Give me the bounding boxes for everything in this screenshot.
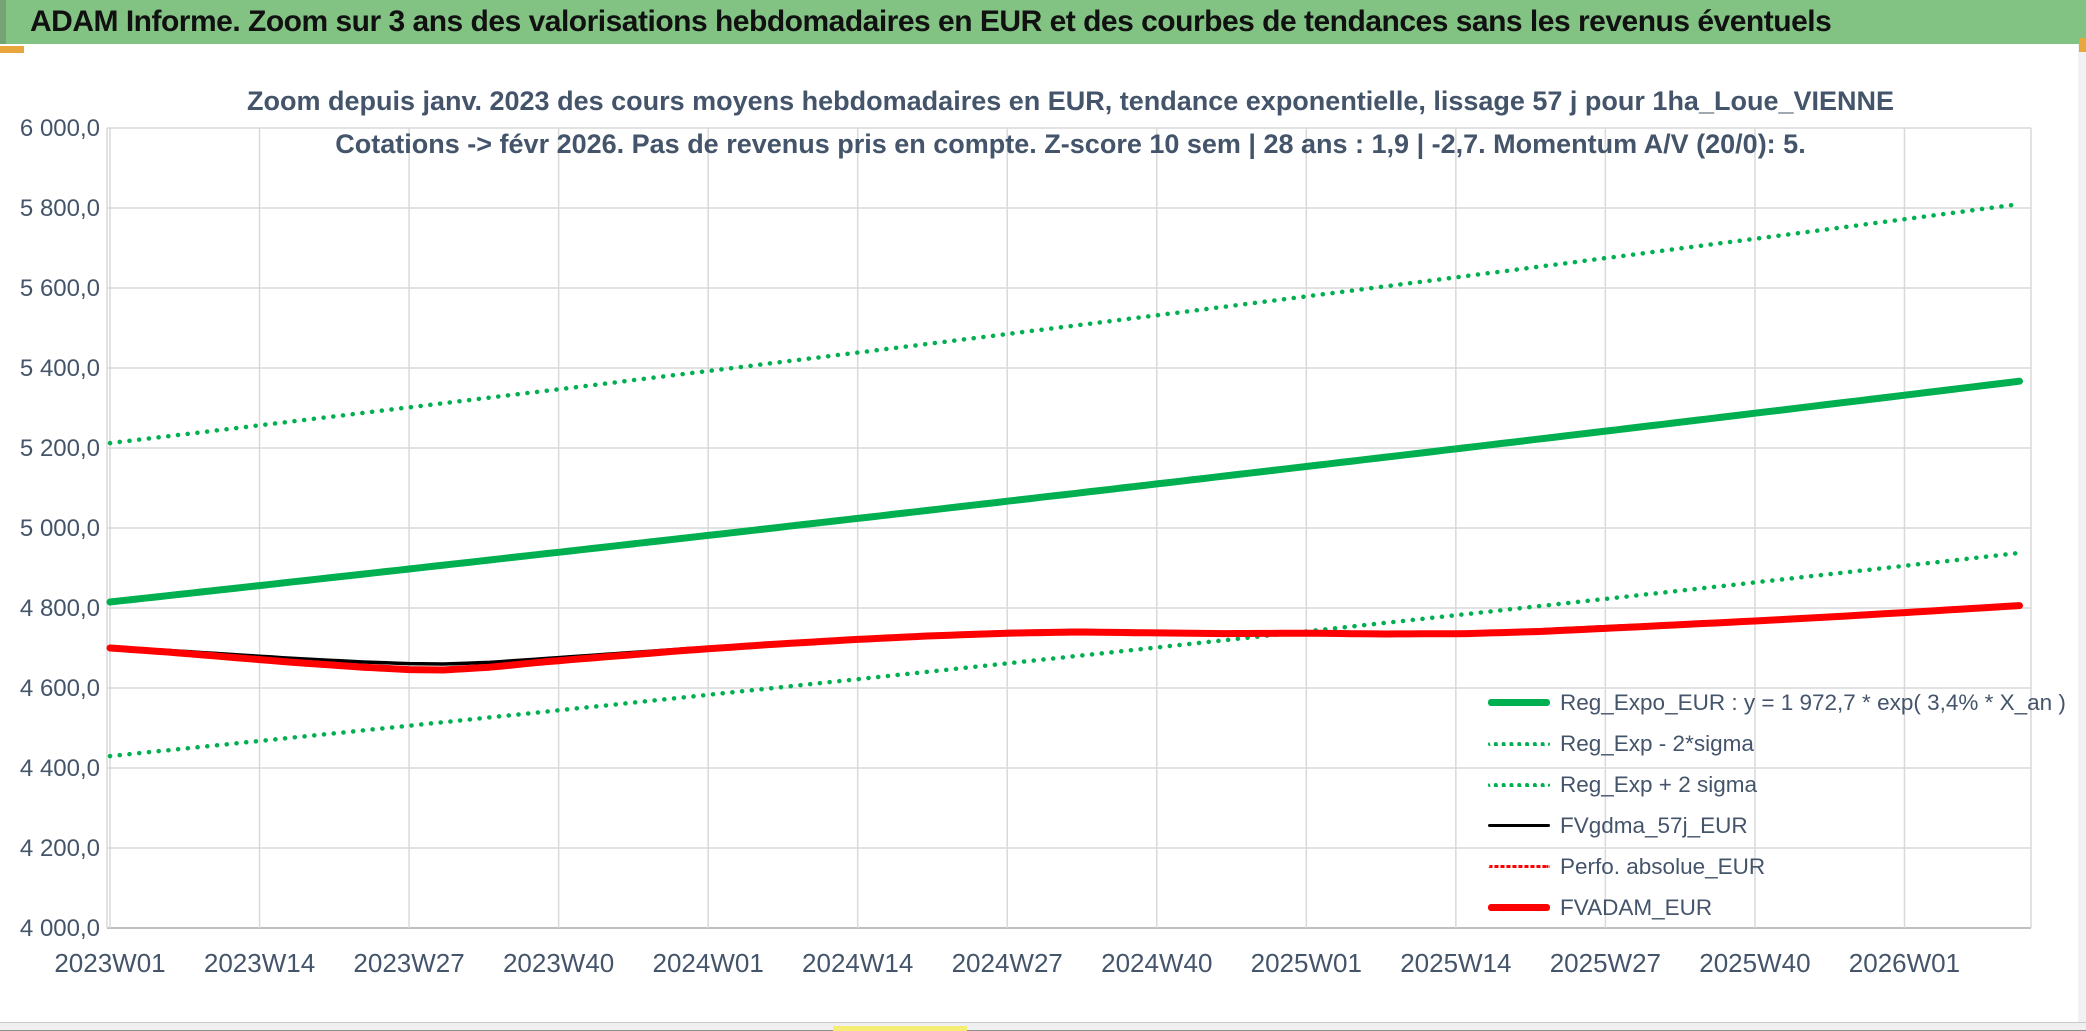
- legend-item-minus-2-sigma[interactable]: Reg_Exp - 2*sigma: [1488, 723, 2066, 764]
- chart-title-line2: Cotations -> févr 2026. Pas de revenus p…: [335, 129, 1806, 159]
- x-tick-label: 2024W27: [951, 948, 1063, 978]
- legend-swatch-red-solid-line: [1488, 904, 1550, 911]
- x-tick-label: 2024W40: [1101, 948, 1213, 978]
- legend-item-plus-2-sigma[interactable]: Reg_Exp + 2 sigma: [1488, 764, 2066, 805]
- legend-item-fvadam[interactable]: FVADAM_EUR: [1488, 887, 2066, 928]
- legend-label: Reg_Expo_EUR : y = 1 972,7 * exp( 3,4% *…: [1560, 689, 2066, 715]
- x-tick-label: 2024W14: [802, 948, 914, 978]
- series-line-4: [108, 604, 2021, 672]
- x-tick-label: 2023W40: [502, 948, 615, 978]
- legend-label: Reg_Exp - 2*sigma: [1560, 730, 1754, 756]
- x-tick-label: 2023W27: [353, 948, 465, 978]
- gold-marker-top-right: [2079, 38, 2086, 52]
- x-tick-label: 2025W01: [1250, 948, 1362, 978]
- x-tick-label: 2025W27: [1549, 948, 1662, 978]
- legend-label: FVADAM_EUR: [1560, 894, 1713, 920]
- legend-label: Perfo. absolue_EUR: [1560, 853, 1766, 879]
- y-tick-label: 5 400,0: [19, 355, 100, 382]
- gold-marker-top-left: [0, 46, 24, 53]
- y-tick-label: 5 600,0: [19, 275, 100, 302]
- series-line-5: [106, 602, 2023, 674]
- y-tick-label: 5 800,0: [19, 195, 100, 222]
- titlebar-left-notch: [0, 0, 6, 44]
- bottom-strip: [0, 1022, 2086, 1031]
- y-tick-label: 4 000,0: [19, 915, 100, 942]
- x-tick-label: 2024W01: [652, 948, 764, 978]
- y-tick-label: 4 200,0: [19, 835, 100, 862]
- y-tick-label: 4 600,0: [19, 675, 100, 702]
- chart-background: [0, 44, 2078, 1023]
- y-tick-label: 5 000,0: [19, 515, 100, 542]
- legend[interactable]: Reg_Expo_EUR : y = 1 972,7 * exp( 3,4% *…: [1488, 682, 2066, 928]
- x-tick-label: 2025W40: [1699, 948, 1811, 978]
- series-line-1: [107, 550, 2022, 759]
- y-tick-label: 5 200,0: [19, 435, 100, 462]
- chart-title-line1: Zoom depuis janv. 2023 des cours moyens …: [246, 86, 1894, 116]
- x-tick-label: 2026W01: [1848, 948, 1961, 978]
- bottom-yellow-segment: [833, 1026, 967, 1031]
- legend-swatch-green-dotted-line: [1488, 741, 1550, 746]
- x-tick-label: 2025W14: [1400, 948, 1512, 978]
- legend-swatch-red-dotted-line: [1488, 865, 1550, 868]
- y-tick-label: 4 800,0: [19, 595, 100, 622]
- legend-swatch-green-dotted-line: [1488, 782, 1550, 787]
- window-title: ADAM Informe. Zoom sur 3 ans des valoris…: [30, 5, 1832, 38]
- legend-label: Reg_Exp + 2 sigma: [1560, 771, 1757, 797]
- x-tick-label: 2023W14: [203, 948, 316, 978]
- chart-title: Zoom depuis janv. 2023 des cours moyens …: [110, 80, 2031, 166]
- y-tick-label: 6 000,0: [19, 115, 100, 142]
- x-tick-label: 2023W01: [54, 948, 166, 978]
- window-title-bar: ADAM Informe. Zoom sur 3 ans des valoris…: [0, 0, 2086, 44]
- series-line-0: [106, 377, 2023, 606]
- series-line-2: [107, 201, 2022, 446]
- legend-swatch-black-solid-line: [1488, 823, 1550, 828]
- y-tick-label: 4 400,0: [19, 755, 100, 782]
- legend-item-perfo-absolue[interactable]: Perfo. absolue_EUR: [1488, 846, 2066, 887]
- legend-label: FVgdma_57j_EUR: [1560, 812, 1748, 838]
- legend-item-reg-expo[interactable]: Reg_Expo_EUR : y = 1 972,7 * exp( 3,4% *…: [1488, 682, 2066, 723]
- legend-item-fvgdma[interactable]: FVgdma_57j_EUR: [1488, 805, 2066, 846]
- legend-swatch-green-solid-line: [1488, 699, 1550, 706]
